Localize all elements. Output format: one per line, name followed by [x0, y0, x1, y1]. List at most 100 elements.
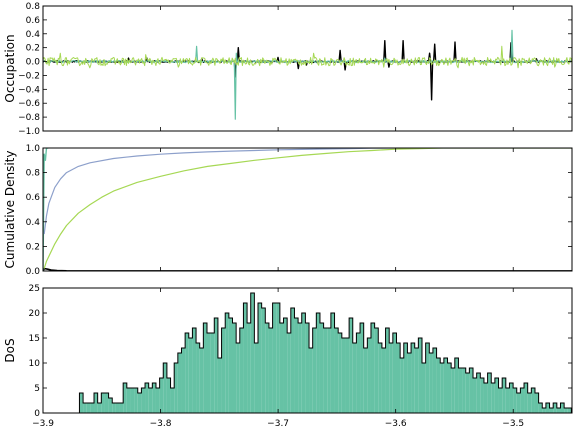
- histogram-bar: [567, 408, 572, 413]
- histogram-bar: [104, 393, 109, 413]
- histogram-bar: [210, 333, 215, 413]
- histogram-bar: [389, 343, 393, 413]
- histogram-bar: [556, 408, 561, 413]
- y-tick-label: 0.2: [26, 242, 40, 252]
- histogram-bar: [265, 323, 269, 413]
- histogram-bar: [538, 403, 543, 413]
- histogram-bar: [462, 368, 466, 413]
- y-tick-label: 0.8: [26, 169, 41, 179]
- histogram-bar: [79, 393, 84, 413]
- histogram-bar: [407, 353, 412, 413]
- histogram-bar: [378, 343, 382, 413]
- panel-body: [78, 292, 572, 413]
- histogram-bar: [181, 348, 186, 413]
- histogram-bar: [261, 308, 266, 413]
- histogram-bar: [188, 338, 193, 413]
- histogram-bar: [276, 303, 280, 413]
- y-tick-label: −0.6: [18, 99, 40, 109]
- histogram-bar: [487, 373, 492, 413]
- histogram-bar: [214, 318, 218, 413]
- histogram-bar: [564, 408, 568, 413]
- y-axis-label: Cumulative Density: [3, 151, 17, 269]
- histogram-bar: [323, 328, 328, 413]
- x-tick-label: −3.7: [267, 419, 289, 429]
- histogram-bar: [330, 313, 335, 413]
- histogram-bar: [83, 403, 87, 413]
- histogram-bar: [440, 363, 444, 413]
- y-tick-label: 0.6: [26, 16, 41, 26]
- histogram-bar: [294, 318, 299, 413]
- y-tick-label: −1.0: [18, 127, 40, 137]
- histogram-bar: [505, 388, 510, 413]
- y-tick-label: 0.2: [26, 44, 40, 54]
- histogram-bar: [130, 388, 135, 413]
- histogram-bar: [123, 383, 127, 413]
- histogram-bar: [97, 403, 102, 413]
- histogram-bar: [108, 398, 113, 413]
- histogram-bar: [447, 363, 452, 413]
- histogram-bar: [483, 383, 488, 413]
- histogram-bar: [250, 293, 255, 413]
- histogram-bar: [385, 328, 390, 413]
- histogram-bar: [465, 373, 470, 413]
- histogram-bar: [268, 328, 273, 413]
- histogram-bar: [352, 343, 357, 413]
- histogram-bar: [436, 358, 441, 413]
- histogram-bar: [134, 388, 138, 413]
- histogram-bar: [509, 383, 514, 413]
- histogram-bar: [112, 403, 116, 413]
- y-axis-label: DoS: [3, 338, 17, 362]
- histogram-bar: [272, 303, 277, 413]
- histogram-bar: [236, 343, 240, 413]
- histogram-bar: [192, 328, 197, 413]
- histogram-bar: [345, 338, 350, 413]
- panel-3: 0 5 10 15 20 25 −3.9 −3.8 −3.7 −3.6 −3.5 DoS: [3, 284, 573, 429]
- histogram-bar: [360, 323, 364, 413]
- y-tick-label: 0.0: [26, 267, 41, 277]
- histogram-bar: [411, 343, 415, 413]
- y-axis-label: Occupation: [3, 34, 17, 102]
- histogram-bar: [527, 393, 532, 413]
- histogram-bar: [400, 358, 404, 413]
- histogram-bar: [94, 393, 98, 413]
- histogram-bar: [174, 363, 178, 413]
- histogram-bar: [392, 333, 397, 413]
- histogram-bar: [101, 393, 105, 413]
- histogram-bar: [228, 318, 233, 413]
- histogram-bar: [341, 338, 346, 413]
- histogram-bar: [287, 333, 291, 413]
- y-tick-label: −0.2: [18, 71, 40, 81]
- histogram-bar: [159, 378, 164, 413]
- histogram-bar: [327, 328, 331, 413]
- y-tick-label: 10: [29, 359, 41, 369]
- series-line-2: [43, 148, 49, 271]
- histogram-bar: [432, 348, 437, 413]
- y-tick-label: 5: [34, 384, 40, 394]
- histogram-bar: [374, 328, 379, 413]
- histogram-bar: [243, 303, 248, 413]
- y-tick-label: 20: [29, 309, 41, 319]
- histogram-bar: [334, 328, 339, 413]
- histogram-bar: [316, 313, 320, 413]
- histogram-bar: [370, 323, 375, 413]
- panel-2: 0.0 0.2 0.4 0.6 0.8 1.0 Cumulative Density: [3, 144, 573, 277]
- panel-body: [43, 29, 572, 120]
- histogram-bar: [381, 348, 386, 413]
- histogram-bar: [363, 348, 368, 413]
- histogram-bar: [203, 323, 207, 413]
- histogram-bar: [247, 323, 251, 413]
- y-tick-label: 25: [29, 284, 40, 294]
- histogram-bar: [298, 323, 302, 413]
- series-line-4: [43, 148, 572, 269]
- histogram-bar: [225, 313, 229, 413]
- histogram-bar: [356, 333, 361, 413]
- y-tick-label: 15: [29, 334, 40, 344]
- histogram-bar: [516, 393, 521, 413]
- histogram-bar: [86, 403, 91, 413]
- histogram-bar: [279, 323, 284, 413]
- histogram-bar: [498, 388, 503, 413]
- histogram-bar: [553, 403, 557, 413]
- y-tick-label: 0.0: [26, 58, 41, 68]
- x-tick-label: −3.5: [502, 419, 524, 429]
